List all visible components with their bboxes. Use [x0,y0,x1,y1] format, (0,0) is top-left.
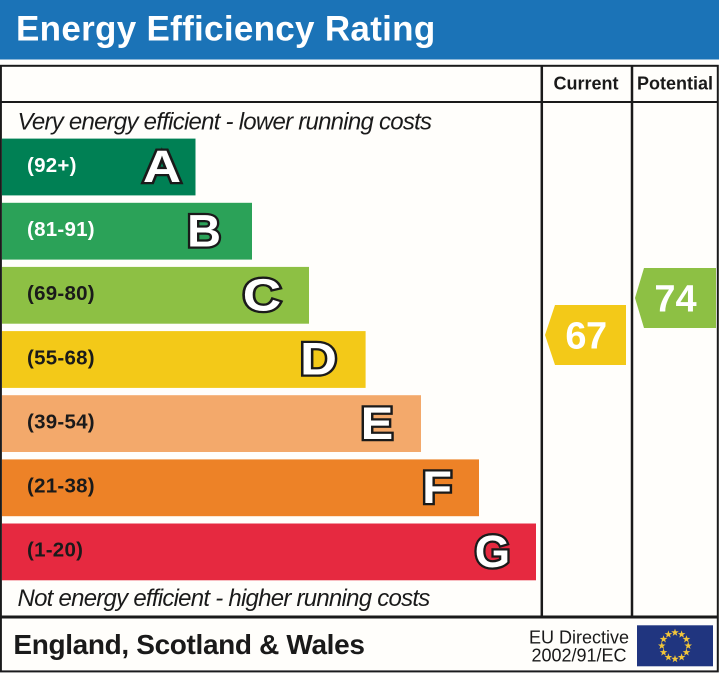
svg-text:Potential: Potential [637,74,713,94]
svg-text:F: F [422,463,452,514]
svg-text:D: D [300,334,337,385]
svg-text:(69-80): (69-80) [27,282,95,305]
svg-text:(81-91): (81-91) [27,218,95,241]
svg-text:(55-68): (55-68) [27,346,95,369]
svg-text:Very energy efficient - lower: Very energy efficient - lower running co… [18,109,432,136]
svg-text:C: C [243,270,281,321]
svg-text:B: B [187,205,221,256]
svg-text:Energy Efficiency Rating: Energy Efficiency Rating [16,9,436,48]
svg-text:G: G [475,526,510,577]
svg-text:74: 74 [654,279,696,321]
svg-text:Current: Current [553,74,618,94]
svg-text:(1-20): (1-20) [27,539,83,562]
svg-text:Not energy efficient - higher: Not energy efficient - higher running co… [18,585,431,612]
svg-text:(92+): (92+) [27,154,77,177]
svg-text:E: E [361,397,393,448]
svg-text:(39-54): (39-54) [27,410,95,433]
svg-text:(21-38): (21-38) [27,475,95,498]
svg-text:England, Scotland & Wales: England, Scotland & Wales [13,629,364,660]
svg-text:EU Directive: EU Directive [529,628,629,648]
svg-text:2002/91/EC: 2002/91/EC [531,646,626,666]
svg-text:A: A [143,142,181,193]
svg-text:67: 67 [565,316,606,358]
